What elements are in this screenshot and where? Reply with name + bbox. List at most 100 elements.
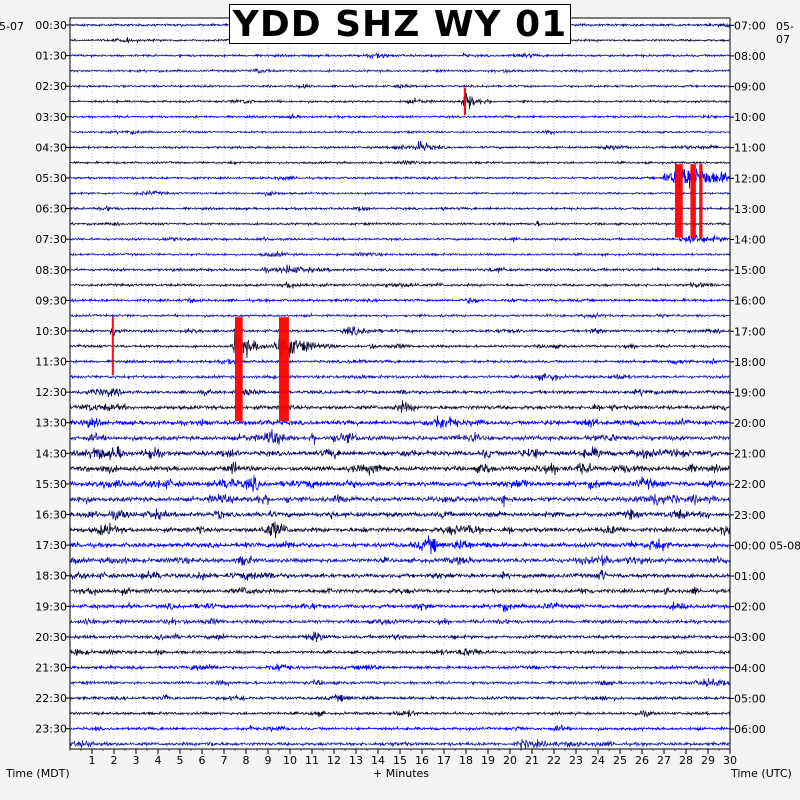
trace-45 xyxy=(69,709,731,718)
trace-4 xyxy=(69,83,731,90)
left-tick-label: 04:30 xyxy=(35,141,67,154)
left-tick-label: 02:30 xyxy=(35,80,67,93)
trace-10 xyxy=(69,161,731,189)
right-axis-label: Time (UTC) xyxy=(731,767,792,780)
left-tick-label: 21:30 xyxy=(35,662,67,675)
right-tick-label: 12:00 xyxy=(734,172,766,185)
left-tick-label: 08:30 xyxy=(35,264,67,277)
right-tick-label: 11:00 xyxy=(734,142,766,155)
left-date-label: 05-07 xyxy=(0,20,24,33)
x-tick-label: 20 xyxy=(503,754,517,767)
left-tick-label: 12:30 xyxy=(35,386,67,399)
trace-7 xyxy=(69,129,731,136)
right-tick-label: 23:00 xyxy=(734,509,766,522)
x-tick-label: 24 xyxy=(591,754,605,767)
x-tick-label: 4 xyxy=(155,754,162,767)
trace-29 xyxy=(69,461,731,476)
left-tick-label: 15:30 xyxy=(35,478,67,491)
left-tick-label: 03:30 xyxy=(35,111,67,124)
x-tick-label: 17 xyxy=(437,754,451,767)
clipped-region-1 xyxy=(675,164,683,238)
x-tick-label: 22 xyxy=(547,754,561,767)
x-tick-label: 13 xyxy=(349,754,363,767)
right-tick-label: 20:00 xyxy=(734,417,766,430)
right-tick-label: 15:00 xyxy=(734,264,766,277)
trace-38 xyxy=(69,601,730,613)
right-tick-label: 00:00 05-08 xyxy=(734,539,800,552)
trace-39 xyxy=(69,617,731,626)
left-tick-label: 07:30 xyxy=(35,233,67,246)
x-tick-label: 11 xyxy=(305,754,319,767)
right-tick-label: 19:00 xyxy=(734,386,766,399)
trace-20 xyxy=(69,325,731,337)
clipped-region-5 xyxy=(235,317,243,422)
right-tick-label: 02:00 xyxy=(734,601,766,614)
x-tick-label: 26 xyxy=(635,754,649,767)
trace-34 xyxy=(69,535,731,555)
left-tick-label: 19:30 xyxy=(35,600,67,613)
left-tick-label: 23:30 xyxy=(35,723,67,736)
trace-12 xyxy=(69,205,731,213)
left-tick-label: 22:30 xyxy=(35,692,67,705)
trace-25 xyxy=(69,400,731,414)
trace-32 xyxy=(69,508,731,521)
right-tick-label: 08:00 xyxy=(734,50,766,63)
left-tick-label: 05:30 xyxy=(35,172,67,185)
right-tick-label: 22:00 xyxy=(734,478,766,491)
right-tick-label: 14:00 xyxy=(734,233,766,246)
trace-40 xyxy=(69,631,731,642)
right-tick-label: 13:00 xyxy=(734,203,766,216)
trace-5 xyxy=(69,93,731,110)
left-tick-label: 06:30 xyxy=(35,203,67,216)
trace-47 xyxy=(69,739,731,750)
trace-3 xyxy=(69,67,731,75)
clipped-region-2 xyxy=(690,164,696,238)
x-tick-label: 12 xyxy=(327,754,341,767)
right-tick-label: 09:00 xyxy=(734,80,766,93)
trace-2 xyxy=(69,51,730,60)
trace-15 xyxy=(69,250,731,258)
trace-46 xyxy=(69,724,731,733)
clipped-region-3 xyxy=(699,164,703,238)
x-tick-label: 25 xyxy=(613,754,627,767)
x-tick-label: 5 xyxy=(177,754,184,767)
trace-11 xyxy=(69,189,731,198)
x-tick-label: 3 xyxy=(133,754,140,767)
trace-44 xyxy=(69,693,731,703)
trace-9 xyxy=(69,159,731,166)
left-tick-label: 18:30 xyxy=(35,570,67,583)
left-tick-label: 00:30 xyxy=(35,19,67,32)
right-tick-label: 03:00 xyxy=(734,631,766,644)
x-tick-label: 27 xyxy=(657,754,671,767)
x-tick-label: 1 xyxy=(89,754,96,767)
x-tick-label: 30 xyxy=(723,754,737,767)
left-tick-label: 09:30 xyxy=(35,294,67,307)
trace-19 xyxy=(69,312,731,320)
x-tick-label: 10 xyxy=(283,754,297,767)
trace-16 xyxy=(69,264,731,274)
right-tick-label: 10:00 xyxy=(734,111,766,124)
left-tick-label: 14:30 xyxy=(35,447,67,460)
trace-31 xyxy=(69,493,731,508)
left-tick-label: 16:30 xyxy=(35,509,67,522)
x-tick-label: 14 xyxy=(371,754,385,767)
trace-8 xyxy=(69,140,731,151)
chart-title: YDD SHZ WY 01 xyxy=(229,4,571,45)
right-tick-label: 17:00 xyxy=(734,325,766,338)
left-axis-label: Time (MDT) xyxy=(6,767,70,780)
right-tick-label: 04:00 xyxy=(734,662,766,675)
trace-14 xyxy=(69,234,731,244)
x-tick-label: 9 xyxy=(265,754,272,767)
x-tick-label: 21 xyxy=(525,754,539,767)
trace-18 xyxy=(70,297,731,304)
x-tick-label: 15 xyxy=(393,754,407,767)
x-tick-label: 8 xyxy=(243,754,250,767)
x-tick-label: 16 xyxy=(415,754,429,767)
trace-30 xyxy=(69,475,731,492)
left-tick-label: 13:30 xyxy=(35,417,67,430)
right-tick-label: 18:00 xyxy=(734,356,766,369)
left-tick-label: 10:30 xyxy=(35,325,67,338)
trace-27 xyxy=(69,429,731,445)
clipped-region-6 xyxy=(279,317,289,422)
